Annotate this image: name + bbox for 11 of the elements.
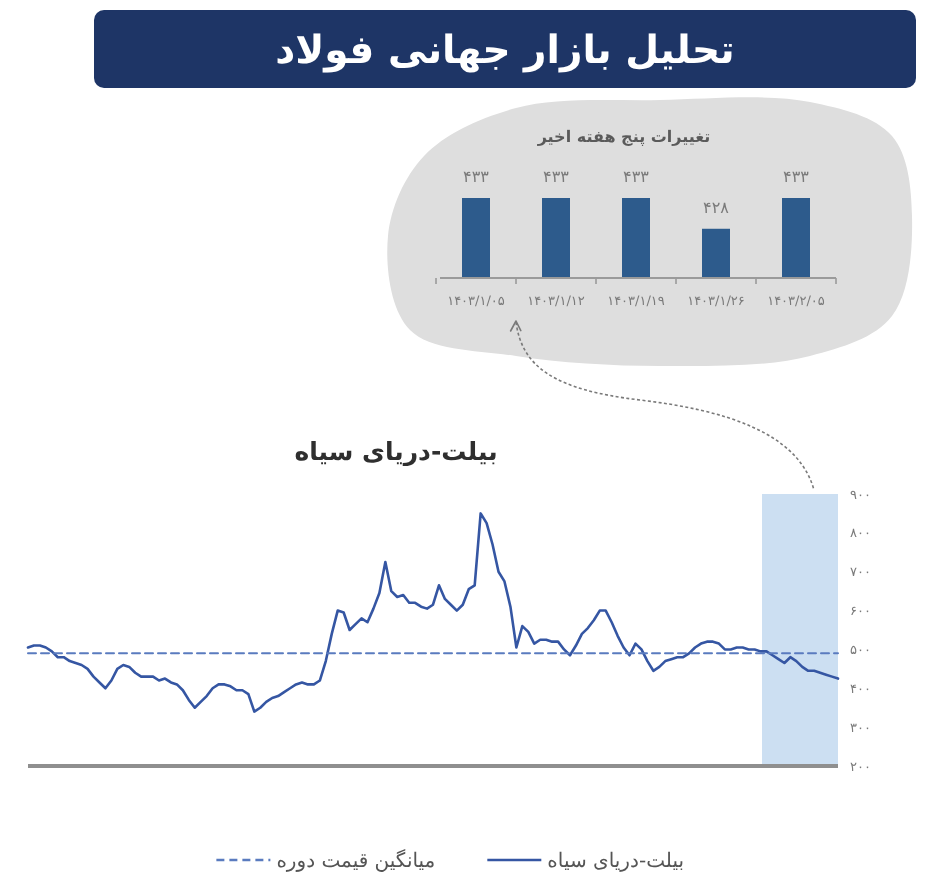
chart-title: بیلت-دریای سیاه [294, 436, 498, 468]
legend-label: بیلت-دریای سیاه [547, 851, 684, 873]
data-label: ۴۲۸ [703, 198, 731, 217]
data-label: ۴۳۳ [783, 168, 811, 186]
data-label: ۴۳۳ [543, 168, 571, 186]
legend-label: میانگین قیمت دوره [276, 849, 436, 873]
data-label: ۴۳۳ [463, 168, 491, 186]
line-series [26, 512, 840, 713]
text: تحلیل بازار جهانی فولاد [275, 27, 735, 74]
chart-title: تغییرات پنج هفته اخیر [535, 128, 711, 146]
data-label: ۴۳۳ [623, 168, 651, 186]
